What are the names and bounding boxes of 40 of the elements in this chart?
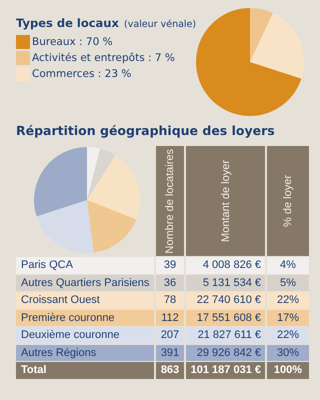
data-label: 29 926 842 €	[186, 344, 265, 361]
data-label: : 7 %	[148, 52, 175, 64]
category-label: Autres Régions	[16, 344, 154, 361]
data-label: 17%	[267, 310, 309, 326]
data-label: 5%	[267, 274, 309, 291]
category-label: Deuxième couronne	[16, 327, 154, 344]
data-label: 30%	[267, 344, 309, 361]
data-label: 21 827 611 €	[186, 327, 265, 344]
category-label: Première couronne	[16, 310, 154, 326]
data-label: 78	[156, 292, 184, 308]
text: Types de locaux	[16, 16, 119, 30]
text: % de loyer	[282, 175, 294, 227]
data-label: 207	[156, 327, 184, 344]
data-label: 4 008 826 €	[186, 257, 265, 274]
data-label: : 70 %	[79, 36, 113, 48]
data-label: 4%	[267, 257, 309, 274]
data-label: 39	[156, 257, 184, 274]
data-label: 17 551 608 €	[186, 310, 265, 326]
legend-label: Bureaux	[32, 36, 76, 48]
category-label: Total	[16, 362, 154, 378]
data-label: 391	[156, 344, 184, 361]
data-label: 112	[156, 310, 184, 326]
data-label: 22%	[267, 292, 309, 308]
chart-title: Répartition géographique des loyers	[16, 123, 275, 138]
text: (valeur vénale)	[124, 19, 196, 30]
data-label: 22%	[267, 327, 309, 344]
legend-label: Commerces	[32, 68, 94, 80]
legend-label: Activités et entrepôts	[32, 52, 145, 64]
data-label: 101 187 031 €	[186, 362, 265, 378]
category-label: Autres Quartiers Parisiens	[16, 274, 154, 291]
data-label: 5 131 534 €	[186, 274, 265, 291]
data-label: 36	[156, 274, 184, 291]
category-label: Croissant Ouest	[16, 292, 154, 308]
data-label: 863	[156, 362, 184, 378]
text: Montant de loyer	[220, 160, 232, 242]
data-label: : 23 %	[98, 68, 132, 80]
text: Nombre de locataires	[164, 148, 176, 254]
category-label: Paris QCA	[16, 257, 154, 274]
data-label: 100%	[267, 362, 309, 378]
data-label: 22 740 610 €	[186, 292, 265, 308]
